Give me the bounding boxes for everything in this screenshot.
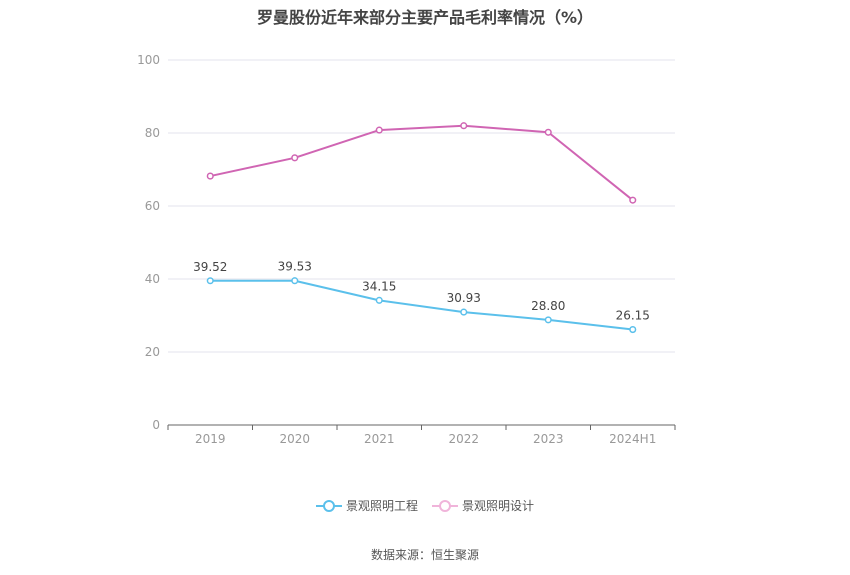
legend-item-engineering[interactable]: 景观照明工程: [315, 497, 418, 514]
series-line-1: [210, 124, 634, 201]
x-tick-label-2020: 2020: [279, 432, 310, 446]
data-label-s0-2024H1: 26.15: [616, 309, 650, 323]
data-label-s0-2020: 39.53: [278, 260, 312, 274]
x-tick-label-2024H1: 2024H1: [609, 432, 656, 446]
y-tick-label-80: 80: [145, 126, 160, 140]
data-source-note: 数据来源：恒生聚源: [370, 548, 479, 562]
x-tick-label-2023: 2023: [533, 432, 564, 446]
x-tick-label-2019: 2019: [195, 432, 226, 446]
legend-marker-engineering-icon: [315, 499, 342, 512]
data-label-s0-2021: 34.15: [362, 279, 396, 293]
data-point-s0-2019: [206, 277, 214, 285]
legend-label-engineering: 景观照明工程: [345, 499, 418, 513]
data-point-s1-2021: [375, 126, 383, 134]
series-line-0: [210, 279, 633, 331]
legend-item-design[interactable]: 景观照明设计: [432, 497, 534, 514]
data-point-s0-2024H1: [629, 326, 637, 334]
legend-label-design: 景观照明设计: [462, 499, 535, 513]
data-point-s1-2024H1: [629, 196, 637, 204]
chart-title: 罗曼股份近年来部分主要产品毛利率情况（%）: [256, 8, 594, 27]
y-tick-label-40: 40: [145, 272, 160, 286]
data-point-s0-2023: [544, 316, 552, 324]
data-point-s1-2022: [460, 122, 468, 130]
data-point-s1-2023: [544, 128, 552, 136]
y-tick-label-60: 60: [145, 199, 160, 213]
x-tick-label-2022: 2022: [448, 432, 479, 446]
y-tick-label-100: 100: [137, 53, 160, 67]
data-point-s0-2020: [291, 277, 299, 285]
data-label-s0-2022: 30.93: [447, 291, 481, 305]
y-tick-label-20: 20: [145, 345, 160, 359]
data-label-s0-2023: 28.80: [531, 299, 565, 313]
legend-marker-design-icon: [432, 499, 458, 512]
chart-legend: 景观照明工程 景观照明设计: [0, 497, 850, 514]
data-point-s1-2019: [206, 172, 214, 180]
data-label-s0-2019: 39.52: [193, 260, 227, 274]
data-point-s0-2022: [460, 308, 468, 316]
y-tick-label-0: 0: [152, 418, 160, 432]
data-point-s1-2020: [291, 154, 299, 162]
x-tick-label-2021: 2021: [364, 432, 395, 446]
data-point-s0-2021: [375, 296, 383, 304]
